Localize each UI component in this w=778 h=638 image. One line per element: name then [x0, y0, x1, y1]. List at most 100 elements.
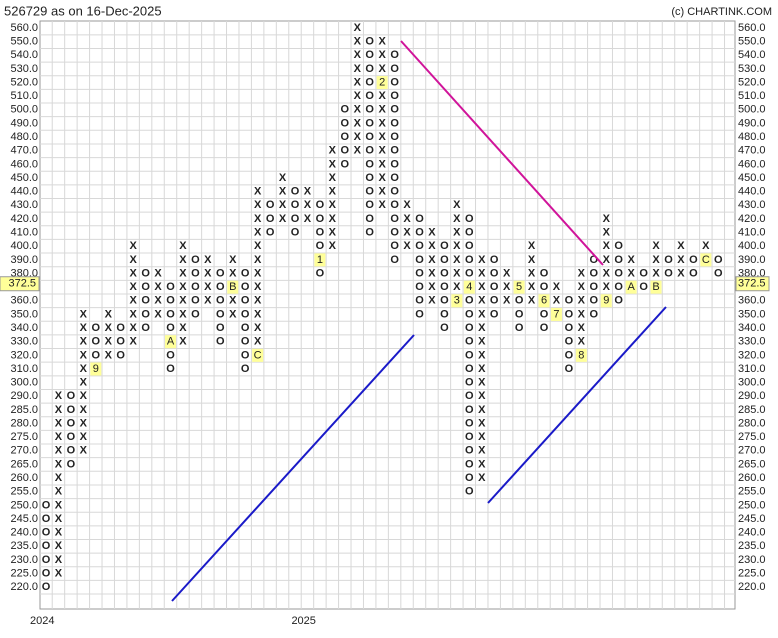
o-box: O — [67, 390, 76, 402]
o-box: O — [415, 254, 424, 266]
x-box: X — [403, 213, 411, 225]
month-marker: 5 — [516, 281, 522, 293]
columns: OOOOOOOXXXXXXXXXXXXXXOOOOOOXXXXXXXXXXXOO… — [42, 22, 723, 593]
x-box: X — [229, 254, 237, 266]
o-box: O — [465, 363, 474, 375]
o-box: O — [116, 322, 125, 334]
y-tick-label: 460.0 — [10, 158, 38, 170]
x-box: X — [478, 295, 486, 307]
x-box: X — [403, 227, 411, 239]
o-box: O — [565, 295, 574, 307]
o-box: O — [565, 336, 574, 348]
y-tick-label-right: 390.0 — [738, 254, 766, 266]
x-box: X — [154, 308, 162, 320]
o-box: O — [365, 36, 374, 48]
o-box: O — [67, 458, 76, 470]
y-tick-label-right: 320.0 — [738, 349, 766, 361]
o-box: O — [415, 267, 424, 279]
o-box: O — [639, 281, 648, 293]
o-box: O — [241, 363, 250, 375]
o-box: O — [191, 281, 200, 293]
x-box: X — [354, 36, 362, 48]
x-box: X — [129, 281, 137, 293]
x-box: X — [478, 417, 486, 429]
resistance-line — [400, 40, 604, 266]
x-box: X — [329, 199, 337, 211]
y-tick-label-right: 350.0 — [738, 308, 766, 320]
y-tick-label: 550.0 — [10, 36, 38, 48]
x-box: X — [528, 267, 536, 279]
o-box: O — [465, 240, 474, 252]
y-tick-label-right: 430.0 — [738, 199, 766, 211]
x-box: X — [254, 213, 262, 225]
o-box: O — [316, 213, 325, 225]
x-box: X — [179, 267, 187, 279]
x-box: X — [652, 240, 660, 252]
o-box: O — [241, 336, 250, 348]
o-box: O — [316, 199, 325, 211]
o-box: O — [590, 267, 599, 279]
y-tick-label-right: 400.0 — [738, 240, 766, 252]
x-box: X — [80, 377, 88, 389]
month-marker-box — [513, 280, 525, 294]
y-tick-label: 255.0 — [10, 486, 38, 498]
y-tick-label-right: 420.0 — [738, 213, 766, 225]
month-marker: A — [627, 281, 635, 293]
o-box: O — [390, 145, 399, 157]
o-box: O — [365, 199, 374, 211]
y-tick-label: 430.0 — [10, 199, 38, 211]
month-marker: C — [702, 254, 710, 266]
x-box: X — [254, 227, 262, 239]
o-box: O — [316, 240, 325, 252]
x-box: X — [453, 199, 461, 211]
x-box: X — [105, 308, 113, 320]
o-box: O — [291, 227, 300, 239]
x-box: X — [179, 240, 187, 252]
y-tick-label-right: 235.0 — [738, 540, 766, 552]
x-box: X — [254, 336, 262, 348]
x-box: X — [329, 240, 337, 252]
x-box: X — [354, 76, 362, 88]
o-box: O — [166, 295, 175, 307]
x-box: X — [129, 240, 137, 252]
x-box: X — [578, 336, 586, 348]
month-marker: 7 — [553, 308, 559, 320]
month-marker: A — [167, 336, 175, 348]
y-tick-label: 490.0 — [10, 117, 38, 129]
o-box: O — [42, 540, 51, 552]
o-box: O — [365, 117, 374, 129]
x-box: X — [478, 308, 486, 320]
o-box: O — [465, 445, 474, 457]
x-box: X — [478, 431, 486, 443]
x-box: X — [603, 227, 611, 239]
x-box: X — [428, 281, 436, 293]
month-marker: 3 — [454, 295, 460, 307]
x-box: X — [304, 199, 312, 211]
x-box: X — [55, 499, 63, 511]
x-box: X — [55, 554, 63, 566]
y-tick-label: 360.0 — [10, 295, 38, 307]
o-box: O — [465, 295, 474, 307]
x-box: X — [578, 267, 586, 279]
o-box: O — [291, 199, 300, 211]
o-box: O — [291, 213, 300, 225]
x-box: X — [329, 158, 337, 170]
month-marker-box — [700, 253, 712, 267]
chart-title: 526729 as on 16-Dec-2025 — [4, 3, 162, 18]
x-box: X — [254, 199, 262, 211]
y-tick-label: 560.0 — [10, 22, 38, 34]
x-tick-label: 2024 — [30, 615, 54, 627]
x-box: X — [204, 281, 212, 293]
x-box: X — [627, 267, 635, 279]
y-tick-label: 230.0 — [10, 554, 38, 566]
o-box: O — [42, 513, 51, 525]
x-box: X — [55, 568, 63, 580]
x-box: X — [179, 295, 187, 307]
x-box: X — [354, 63, 362, 75]
o-box: O — [141, 281, 150, 293]
x-box: X — [179, 322, 187, 334]
o-box: O — [316, 267, 325, 279]
o-box: O — [440, 295, 449, 307]
month-marker-box — [90, 362, 102, 376]
x-box: X — [478, 404, 486, 416]
